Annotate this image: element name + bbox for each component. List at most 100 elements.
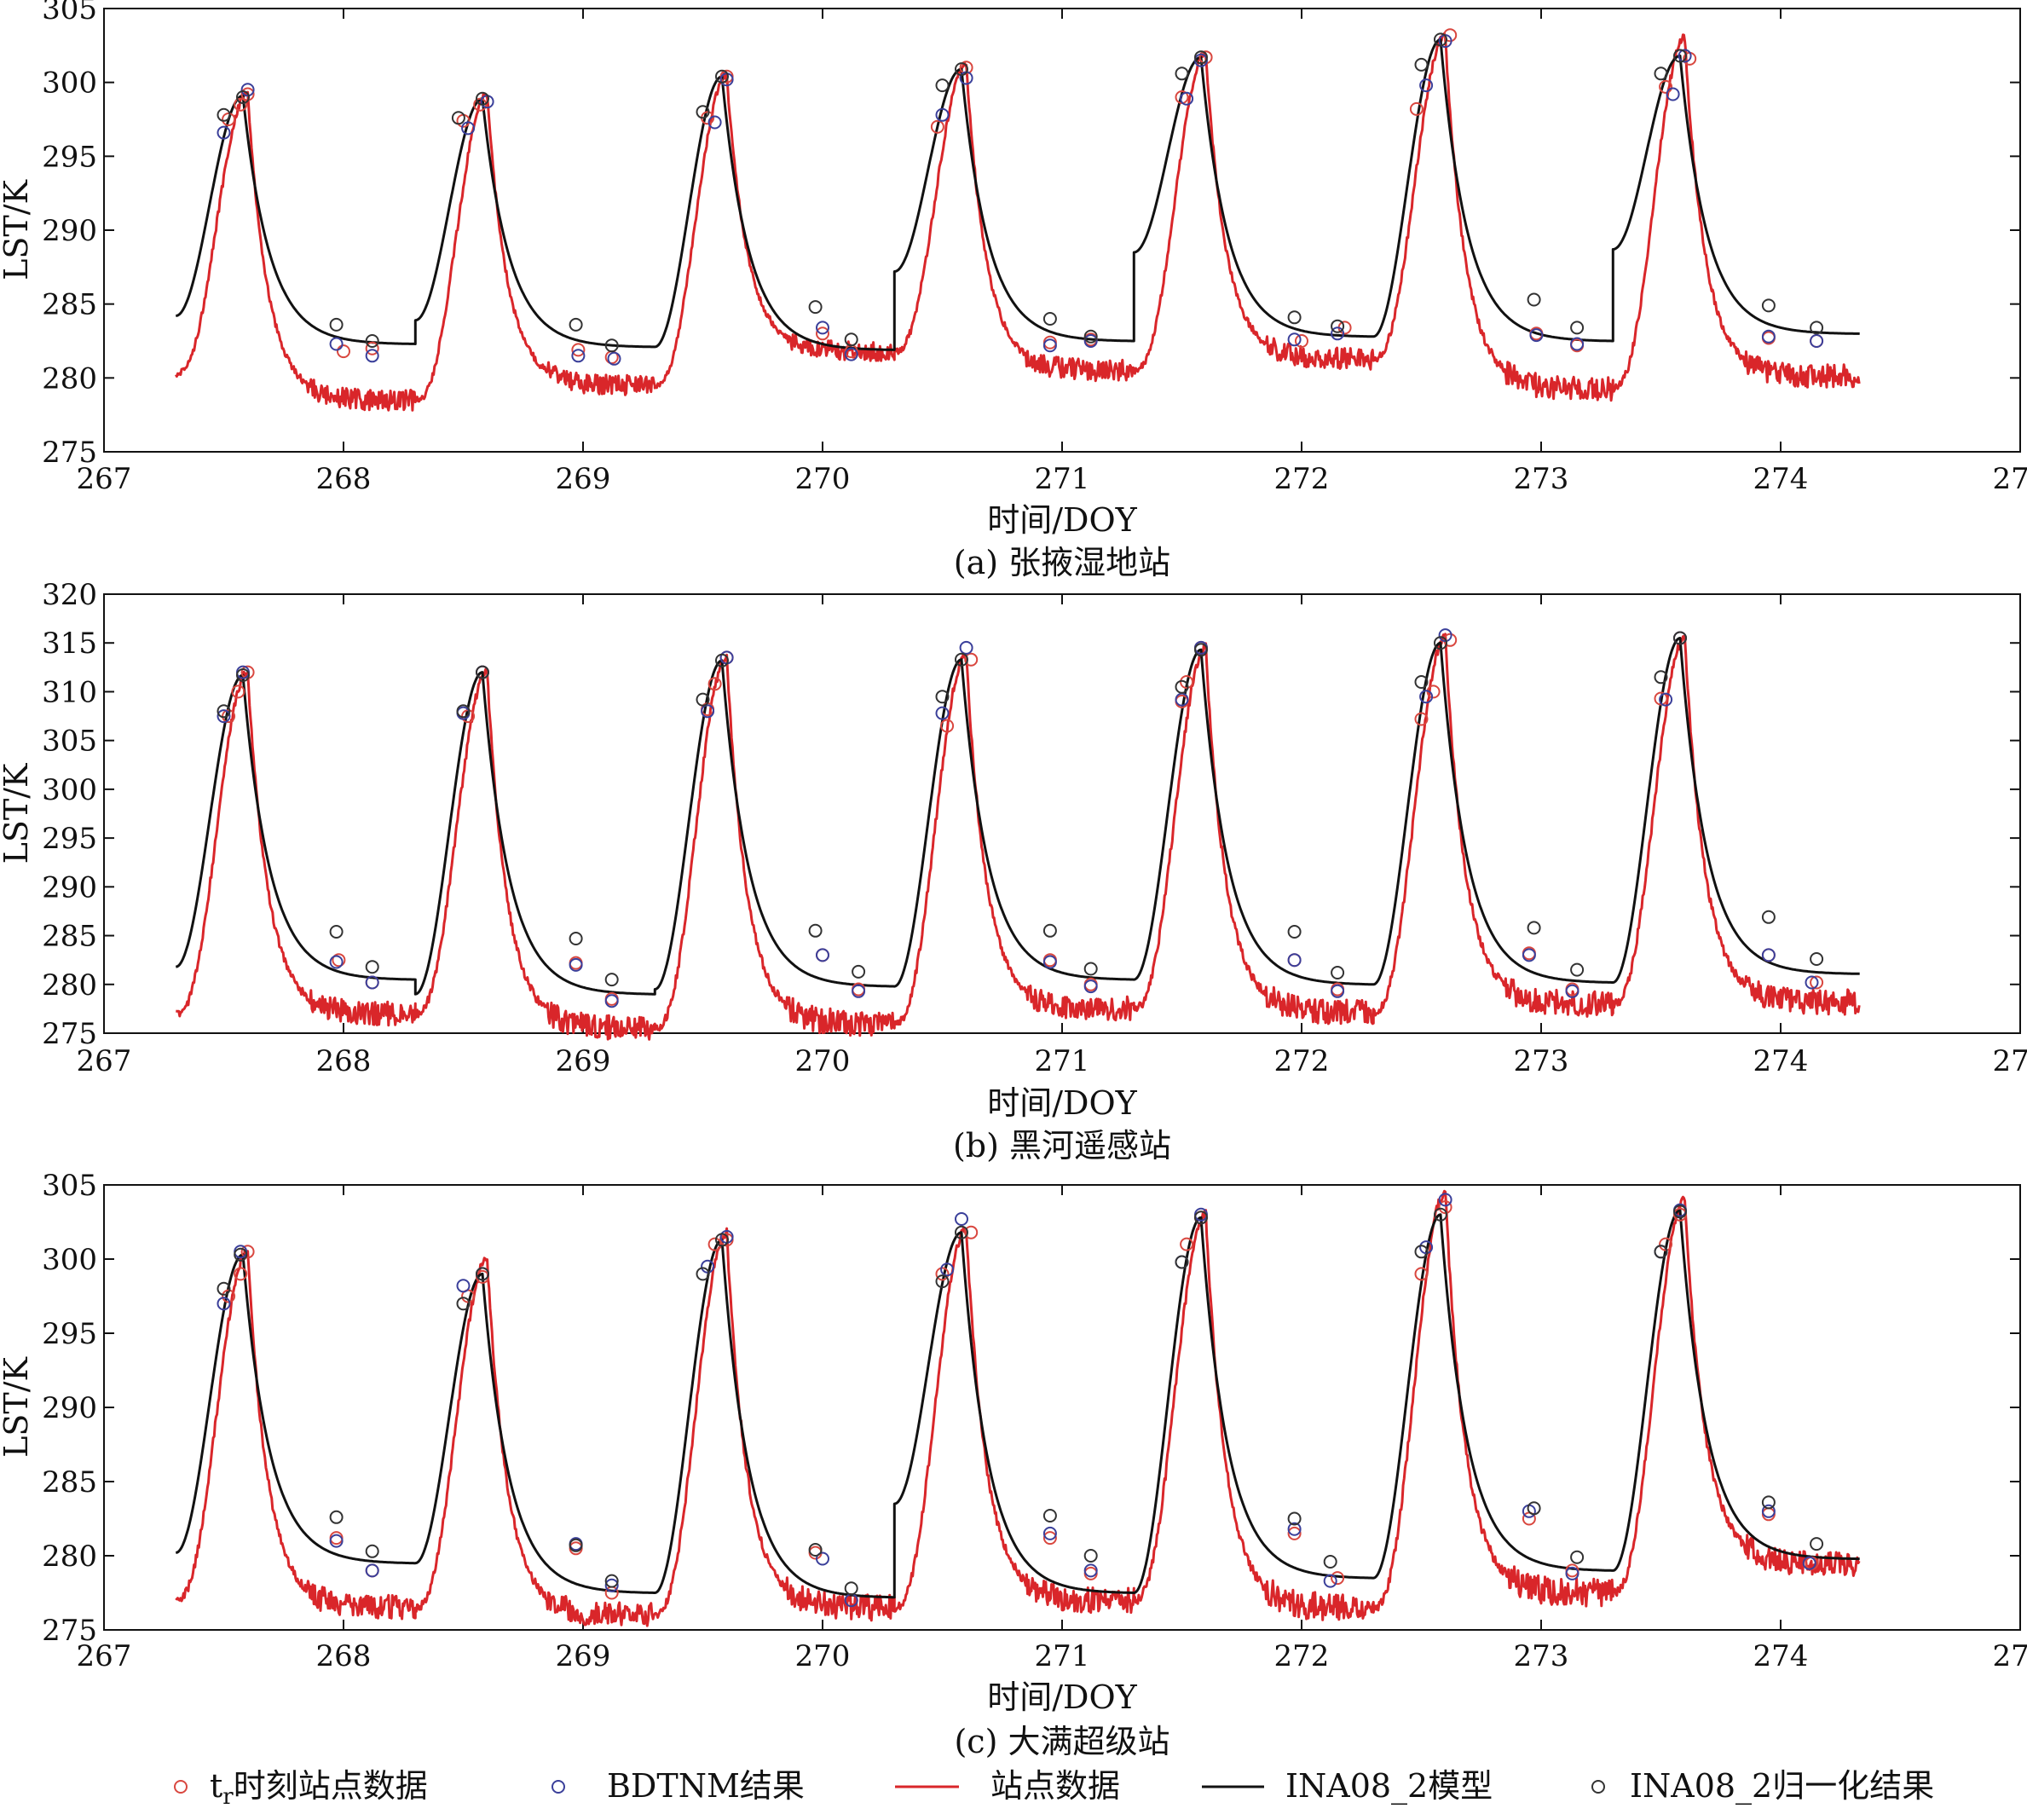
bdtnm-point: [1323, 1574, 1337, 1588]
tr-station-point: [964, 1225, 979, 1239]
bdtnm-point: [707, 115, 722, 130]
y-tick-label: 290: [42, 870, 97, 904]
y-axis-label: LST/K: [0, 179, 35, 280]
panel-caption: (b) 黑河遥感站: [953, 1127, 1171, 1164]
ina08-normalized-point: [935, 1274, 950, 1289]
panel-c: 267 268 269 270 271 272 273 274 275 275 280 285 290 2…: [0, 1169, 2027, 1760]
ina08-normalized-point: [569, 932, 583, 945]
ina08-normalized-point: [1434, 32, 1447, 47]
bdtnm-point: [1419, 690, 1434, 704]
y-tick-label: 305: [42, 725, 97, 759]
bdtnm-point: [1529, 328, 1544, 343]
tr-station-point: [1659, 1237, 1673, 1251]
ina08-model-line: [175, 1209, 1860, 1599]
ina08-normalized-point: [808, 923, 823, 938]
legend-label-bdtnm: BDTNM结果: [607, 1767, 805, 1805]
ina08-normalized-point: [1042, 923, 1057, 938]
ina08-normalized-point: [1673, 49, 1687, 63]
ina08-normalized-point: [234, 1247, 248, 1262]
bdtnm-point: [365, 349, 379, 363]
bdtnm-point: [329, 1534, 344, 1548]
bdtnm-point: [935, 107, 950, 122]
legend-label-tr_points: tr时刻站点数据: [210, 1767, 428, 1810]
bdtnm-point: [1565, 1566, 1579, 1580]
bdtnm-point: [1042, 955, 1057, 969]
ina08-normalized-point: [217, 704, 231, 719]
ina08-normalized-point: [1414, 1245, 1429, 1259]
y-tick-label: 280: [42, 1540, 97, 1574]
bdtnm-point: [329, 955, 344, 969]
y-tick-label: 275: [42, 1614, 97, 1648]
ina08-normalized-point: [217, 107, 231, 122]
ina08-normalized-point: [456, 704, 471, 719]
legend-label-main: INA08_2模型: [1285, 1767, 1493, 1806]
bdtnm-point: [701, 1259, 715, 1274]
tr-station-point: [240, 1245, 255, 1259]
legend-label-model: INA08_2模型: [1285, 1767, 1493, 1806]
tr-station-point: [231, 685, 245, 699]
x-tick-label: 269: [556, 1639, 611, 1673]
legend-label-station: 站点数据: [990, 1767, 1120, 1805]
ina08-normalized-point: [1673, 631, 1687, 645]
x-axis-label: 时间/DOY: [987, 501, 1137, 539]
ina08-normalized-point: [1527, 292, 1541, 307]
x-tick-label: 275: [1993, 1044, 2027, 1078]
tr-station-point: [1659, 79, 1673, 94]
ina08-normalized-point: [329, 317, 344, 332]
ina08-normalized-point: [1083, 962, 1098, 976]
y-tick-label: 275: [42, 436, 97, 470]
legend-marker-bdtnm: [552, 1780, 565, 1794]
ina08-normalized-point: [1810, 1537, 1824, 1551]
bdtnm-point: [1565, 984, 1579, 998]
ina08-normalized-point: [808, 1543, 823, 1557]
x-tick-label: 267: [77, 1044, 132, 1078]
ina08-normalized-point: [1287, 1511, 1302, 1526]
ina08-normalized-point: [1287, 925, 1302, 939]
bdtnm-point: [959, 640, 973, 655]
bdtnm-point: [1287, 953, 1302, 968]
bdtnm-point: [1659, 692, 1673, 707]
x-tick-label: 272: [1274, 1639, 1330, 1673]
legend-label-sub: r: [222, 1784, 234, 1810]
ina08-normalized-point: [365, 334, 379, 348]
bdtnm-point: [329, 337, 344, 351]
bdtnm-point: [1761, 948, 1776, 962]
x-tick-label: 273: [1514, 462, 1569, 496]
y-tick-label: 320: [42, 578, 97, 612]
tr-station-point: [222, 1289, 236, 1303]
ina08-normalized-point: [844, 1581, 858, 1596]
bdtnm-point: [217, 125, 231, 140]
tr-station-point: [1810, 975, 1824, 990]
ina08-normalized-point: [1194, 643, 1208, 657]
ina08-normalized-point: [1654, 670, 1668, 685]
ina08-normalized-point: [476, 91, 489, 106]
legend-label-main: INA08_2归一化结果: [1630, 1767, 1934, 1806]
ina08-normalized-point: [604, 1574, 619, 1588]
x-tick-label: 273: [1514, 1639, 1569, 1673]
x-tick-label: 275: [1993, 1639, 2027, 1673]
ina08-normalized-point: [715, 1233, 729, 1247]
ina08-normalized-point: [476, 1267, 489, 1281]
ina08-model-line: [176, 38, 1860, 351]
bdtnm-point: [1331, 326, 1345, 341]
ina08-normalized-point: [1570, 321, 1585, 335]
tr-station-point: [234, 97, 248, 112]
legend: tr时刻站点数据 BDTNM结果 站点数据 INA08_2模型 INA08_2归一化结果: [174, 1767, 1934, 1810]
tr-station-point: [1414, 712, 1429, 726]
ina08-normalized-point: [1654, 1245, 1668, 1259]
x-tick-label: 271: [1035, 462, 1090, 496]
bdtnm-point: [365, 975, 379, 990]
ina08-normalized-point: [955, 62, 968, 77]
y-tick-label: 300: [42, 66, 97, 101]
tr-station-point: [1654, 691, 1668, 706]
bdtnm-point: [1805, 975, 1819, 990]
y-tick-label: 290: [42, 1391, 97, 1425]
y-tick-label: 285: [42, 920, 97, 954]
ina08-normalized-point: [1570, 1550, 1585, 1564]
bdtnm-point: [955, 1212, 968, 1226]
tr-station-point: [365, 341, 379, 355]
x-tick-label: 270: [795, 1639, 851, 1673]
ina08-normalized-point: [696, 692, 710, 707]
ina08-normalized-point: [569, 1538, 583, 1552]
